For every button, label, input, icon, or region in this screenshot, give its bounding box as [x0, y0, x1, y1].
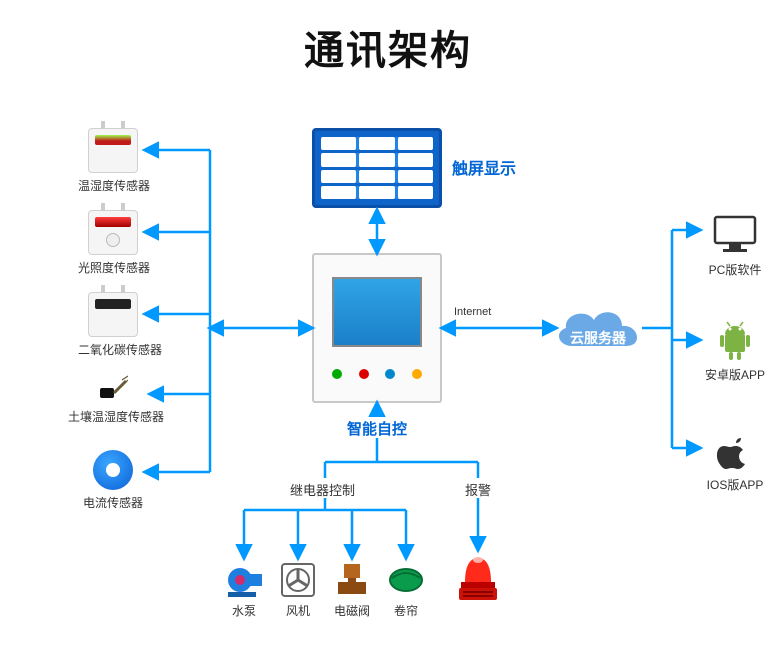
device-pump-label: 水泵 — [218, 602, 270, 619]
smart-label: 智能自控 — [347, 418, 407, 439]
device-alarm — [452, 552, 504, 606]
android-icon — [711, 318, 759, 362]
sensor-current: 电流传感器 — [78, 450, 148, 511]
sensor-current-label: 电流传感器 — [78, 494, 148, 511]
control-box — [312, 253, 442, 403]
apple-icon — [711, 428, 759, 472]
alarm-icon — [453, 552, 503, 604]
cloud-server: 云服务器 — [548, 298, 648, 363]
client-pc-label: PC版软件 — [700, 261, 770, 278]
sensor-co2: 二氧化碳传感器 — [78, 292, 148, 358]
client-pc: PC版软件 — [700, 213, 770, 278]
relay-label: 继电器控制 — [290, 480, 355, 499]
device-shutter-label: 卷帘 — [380, 602, 432, 619]
sensor-soil: 土壤温湿度传感器 — [68, 374, 158, 425]
sensor-light: 光照度传感器 — [78, 210, 148, 276]
device-fan-label: 风机 — [272, 602, 324, 619]
pump-icon — [222, 560, 266, 600]
device-pump: 水泵 — [218, 560, 270, 619]
device-valve: 电磁阀 — [326, 560, 378, 619]
probe-icon — [98, 374, 128, 404]
client-ios: IOS版APP — [700, 428, 770, 493]
sensor-temp-humid-label: 温湿度传感器 — [78, 177, 148, 194]
ct-icon — [93, 450, 133, 490]
valve-icon — [330, 560, 374, 600]
page-title: 通讯架构 — [304, 18, 472, 76]
sensor-light-label: 光照度传感器 — [78, 259, 148, 276]
touchscreen — [312, 128, 442, 208]
alarm-label: 报警 — [465, 480, 491, 499]
device-fan: 风机 — [272, 560, 324, 619]
device-shutter: 卷帘 — [380, 560, 432, 619]
internet-label: Internet — [454, 306, 491, 318]
client-ios-label: IOS版APP — [700, 476, 770, 493]
monitor-icon — [711, 213, 759, 257]
sensor-temp-humid: 温湿度传感器 — [78, 128, 148, 194]
shutter-icon — [384, 560, 428, 600]
cloud-label: 云服务器 — [548, 328, 648, 348]
sensor-co2-label: 二氧化碳传感器 — [78, 341, 148, 358]
fan-icon — [276, 560, 320, 600]
touchscreen-label: 触屏显示 — [452, 155, 516, 179]
device-valve-label: 电磁阀 — [326, 602, 378, 619]
client-android-label: 安卓版APP — [700, 366, 770, 383]
sensor-soil-label: 土壤温湿度传感器 — [68, 408, 158, 425]
client-android: 安卓版APP — [700, 318, 770, 383]
